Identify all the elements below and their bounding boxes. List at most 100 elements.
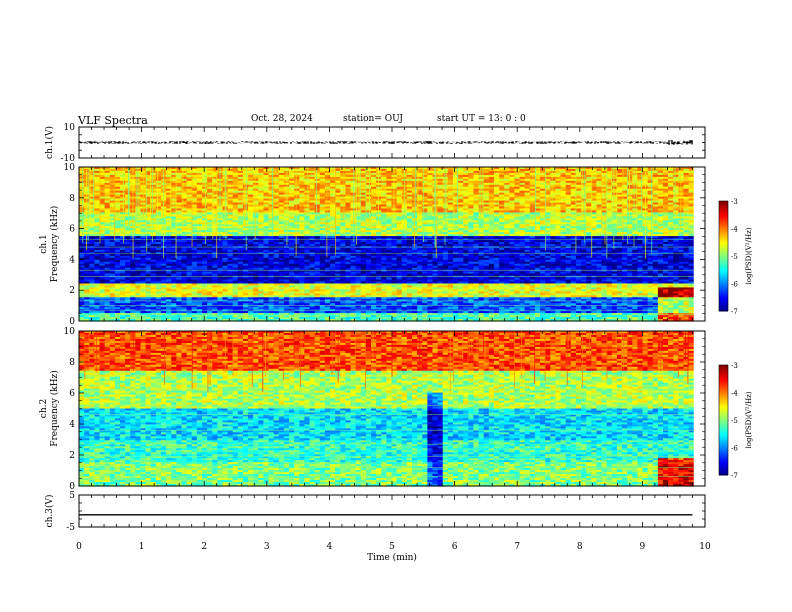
spectrogram-cell [581,178,587,182]
spectrogram-cell [570,168,577,172]
spectrogram-cell [514,194,521,198]
spectrogram-cell [473,190,480,194]
spectrogram-cell [514,226,521,229]
spectrogram-cell [278,204,285,208]
spectrogram-cell [232,174,239,178]
spectrogram-cell [678,192,685,196]
spectrogram-cell [289,214,295,217]
spectrogram-cell [104,228,111,231]
spectrogram-cell [340,192,346,196]
spectrogram-cell [237,196,244,200]
spectrogram-cell [227,172,234,176]
spectrogram-cell [150,212,157,215]
spectrogram-cell [278,168,285,172]
spectrogram-cell [673,174,679,178]
spectrogram-cell [309,198,316,202]
spectrogram-cell [125,167,131,170]
spectrogram-cell [309,214,316,217]
spectrogram-cell [458,218,464,221]
spectrogram-cell [591,174,597,178]
spectrogram-cell [299,188,306,192]
spectrogram-cell [201,182,208,186]
spectrogram-cell [227,218,234,221]
spectrogram-cell [417,202,423,206]
spectrogram-cell [212,230,218,233]
spectrogram-cell [596,198,603,202]
spectrogram-cell [442,192,449,196]
spectrogram-cell [616,190,623,194]
spectrogram-cell [632,182,638,186]
spectrogram-cell [483,190,490,194]
spectrogram-cell [360,192,367,196]
spectrogram-cell [365,226,372,229]
spectrogram-cell [493,178,500,182]
spectrogram-cell [258,208,265,212]
spectrogram-cell [611,220,618,223]
spectrogram-cell [601,168,608,172]
spectrogram-cell [427,228,434,231]
spectrogram-cell [196,222,203,225]
spectrogram-cell [473,168,480,172]
spectrogram-cell [242,218,249,221]
spectrogram-cell [242,186,249,190]
spectrogram-cell [370,216,377,219]
spectrogram-cell [181,216,188,219]
spectrogram-cell [201,204,208,208]
spectrogram-cell [104,196,111,200]
spectrogram-cell [324,192,331,196]
spectrogram-cell [381,190,387,194]
spectrogram-cell [109,186,116,190]
spectrogram-cell [504,184,510,188]
spectrogram-cell [99,220,106,223]
spectrogram-cell [550,168,557,172]
spectrogram-cell [365,168,372,172]
spectrogram-cell [191,208,198,212]
spectrogram-cell [248,167,254,170]
spectrogram-cell [504,214,510,217]
spectrogram-cell [611,188,618,192]
spectrogram-cell [294,184,300,188]
spectrogram-cell [350,176,357,180]
spectrogram-cell [396,202,403,206]
spectrogram-cell [350,218,357,221]
spectrogram-cell [227,174,234,178]
spectrogram-cell [499,167,505,170]
spectrogram-cell [622,168,628,172]
spectrogram-cell [499,188,505,192]
spectrogram-cell [376,200,382,204]
spectrogram-cell [119,172,126,176]
spectrogram-cell [201,186,208,190]
spectrogram-cell [550,186,557,190]
spectrogram-cell [248,220,254,223]
spectrogram-cell [114,226,121,229]
spectrogram-cell [145,186,152,190]
spectrogram-cell [581,202,587,206]
spectrogram-cell [473,224,480,227]
spectrogram-cell [263,230,270,233]
spectrogram-cell [242,180,249,184]
spectrogram-cell [417,196,423,200]
spectrogram-cell [683,190,690,194]
spectrogram-cell [596,188,603,192]
spectrogram-cell [155,172,162,176]
spectrogram-cell [606,226,613,229]
spectrogram-cell [207,212,213,215]
spectrogram-cell [396,184,403,188]
spectrogram-cell [248,228,254,231]
spectrogram-cell [376,226,382,229]
spectrogram-cell [565,212,572,215]
spectrogram-cell [155,176,162,180]
spectrogram-cell [370,210,377,214]
spectrogram-cell [386,228,393,231]
spectrogram-cell [622,228,628,231]
spectrogram-cell [514,228,521,231]
spectrogram-cell [365,178,372,182]
spectrogram-cell [376,220,382,223]
spectrogram-cell [647,220,654,223]
spectrogram-cell [94,174,101,178]
spectrogram-cell [529,178,536,182]
spectrogram-cell [483,220,490,223]
spectrogram-cell [386,226,393,229]
spectrogram-cell [417,204,423,208]
spectrogram-cell [411,208,418,212]
